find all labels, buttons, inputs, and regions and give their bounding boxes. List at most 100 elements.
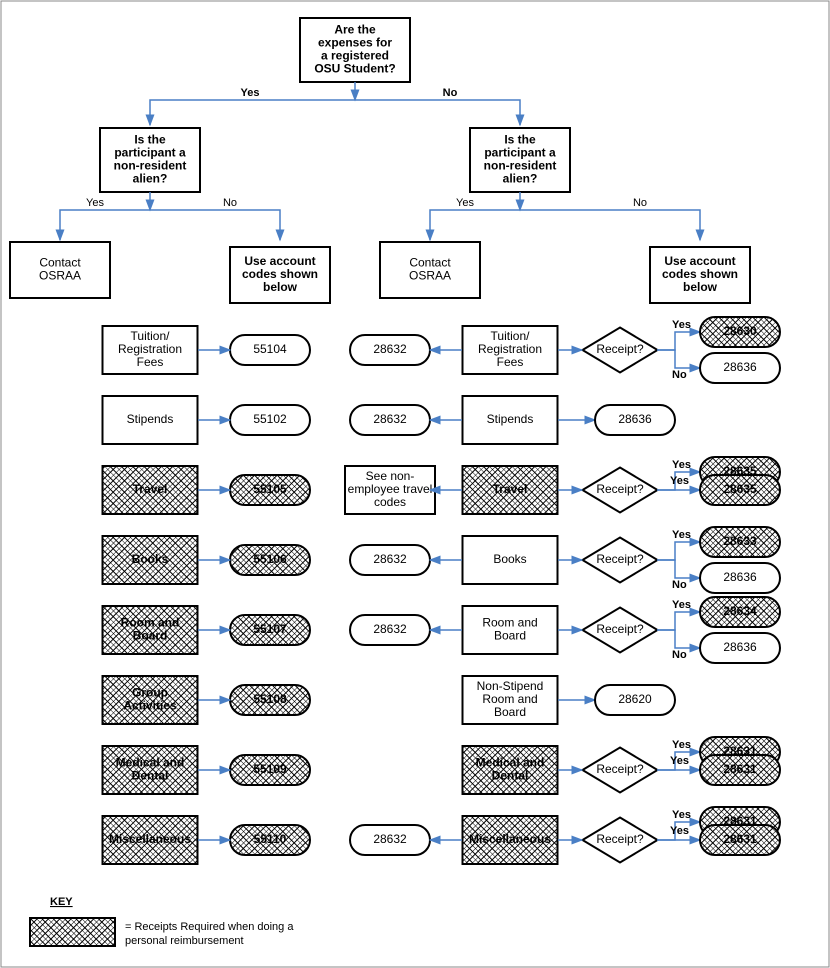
svg-text:55107: 55107 (253, 622, 287, 636)
svg-text:Medical and: Medical and (116, 756, 185, 770)
svg-text:below: below (683, 280, 718, 294)
svg-text:Room and: Room and (482, 616, 537, 630)
svg-text:Travel: Travel (133, 482, 168, 496)
svg-text:alien?: alien? (133, 172, 168, 186)
svg-text:Books: Books (493, 552, 526, 566)
svg-text:28634: 28634 (723, 604, 757, 618)
svg-text:employee travel: employee travel (348, 482, 433, 496)
key-section: KEY = Receipts Required when doing a per… (30, 896, 294, 947)
svg-text:Receipt?: Receipt? (596, 342, 644, 356)
svg-text:Yes: Yes (670, 475, 689, 487)
svg-text:Books: Books (132, 552, 169, 566)
svg-text:See non-: See non- (366, 469, 415, 483)
key-legend-2: personal reimbursement (125, 935, 244, 947)
svg-text:55109: 55109 (253, 762, 287, 776)
svg-text:28620: 28620 (618, 692, 652, 706)
svg-text:Room and: Room and (482, 692, 537, 706)
svg-text:Contact: Contact (39, 256, 81, 270)
svg-text:Tuition/: Tuition/ (131, 329, 171, 343)
svg-text:Yes: Yes (672, 599, 691, 611)
svg-text:28631: 28631 (723, 762, 757, 776)
svg-text:Dental: Dental (492, 769, 529, 783)
svg-text:No: No (633, 197, 647, 209)
svg-text:Contact: Contact (409, 256, 451, 270)
svg-text:28630: 28630 (723, 324, 757, 338)
svg-text:Board: Board (494, 629, 526, 643)
svg-text:28636: 28636 (618, 412, 652, 426)
svg-text:Yes: Yes (86, 197, 104, 209)
svg-text:alien?: alien? (503, 172, 538, 186)
svg-text:28635: 28635 (723, 482, 757, 496)
svg-text:28632: 28632 (373, 342, 407, 356)
svg-text:Yes: Yes (672, 529, 691, 541)
svg-text:Stipends: Stipends (487, 412, 534, 426)
svg-text:Non-Stipend: Non-Stipend (477, 679, 544, 693)
svg-text:28633: 28633 (723, 534, 757, 548)
svg-text:OSRAA: OSRAA (39, 269, 81, 283)
svg-text:28632: 28632 (373, 832, 407, 846)
svg-text:Use account: Use account (664, 254, 735, 268)
svg-text:Medical and: Medical and (476, 756, 545, 770)
svg-text:Yes: Yes (672, 809, 691, 821)
key-legend-1: = Receipts Required when doing a (125, 921, 294, 933)
svg-text:No: No (672, 649, 687, 661)
svg-text:28632: 28632 (373, 552, 407, 566)
svg-text:a registered: a registered (321, 49, 389, 63)
svg-text:28631: 28631 (723, 832, 757, 846)
svg-text:Is the: Is the (504, 133, 536, 147)
svg-text:Receipt?: Receipt? (596, 552, 644, 566)
svg-text:codes: codes (374, 495, 406, 509)
svg-text:28632: 28632 (373, 622, 407, 636)
svg-text:non-resident: non-resident (114, 159, 187, 173)
svg-text:28636: 28636 (723, 570, 757, 584)
svg-text:codes shown: codes shown (662, 267, 738, 281)
svg-text:28632: 28632 (373, 412, 407, 426)
svg-text:OSRAA: OSRAA (409, 269, 451, 283)
svg-text:Miscellaneous: Miscellaneous (109, 832, 191, 846)
svg-text:Tuition/: Tuition/ (491, 329, 531, 343)
svg-text:Yes: Yes (672, 319, 691, 331)
svg-text:No: No (223, 197, 237, 209)
svg-text:non-resident: non-resident (484, 159, 557, 173)
svg-text:Stipends: Stipends (127, 412, 174, 426)
svg-text:55104: 55104 (253, 342, 287, 356)
key-title: KEY (50, 896, 73, 908)
svg-text:participant a: participant a (114, 146, 186, 160)
svg-text:Fees: Fees (137, 355, 164, 369)
svg-text:Yes: Yes (672, 739, 691, 751)
svg-text:28636: 28636 (723, 360, 757, 374)
svg-text:OSU Student?: OSU Student? (314, 62, 395, 76)
svg-text:55106: 55106 (253, 552, 287, 566)
svg-text:No: No (672, 369, 687, 381)
svg-text:Receipt?: Receipt? (596, 482, 644, 496)
svg-text:Dental: Dental (132, 769, 169, 783)
svg-text:Travel: Travel (493, 482, 528, 496)
svg-text:Are the: Are the (334, 23, 376, 37)
svg-text:codes shown: codes shown (242, 267, 318, 281)
svg-text:28636: 28636 (723, 640, 757, 654)
svg-text:Registration: Registration (478, 342, 542, 356)
svg-text:Yes: Yes (456, 197, 474, 209)
svg-text:Activities: Activities (123, 699, 177, 713)
svg-text:Yes: Yes (670, 755, 689, 767)
svg-text:below: below (263, 280, 298, 294)
flowchart: Are theexpenses fora registeredOSU Stude… (10, 18, 780, 864)
svg-text:Registration: Registration (118, 342, 182, 356)
svg-text:55105: 55105 (253, 482, 287, 496)
svg-text:Yes: Yes (672, 459, 691, 471)
svg-text:participant a: participant a (484, 146, 556, 160)
svg-text:Board: Board (133, 629, 168, 643)
svg-text:Yes: Yes (670, 825, 689, 837)
svg-text:Yes: Yes (241, 87, 260, 99)
svg-text:Miscellaneous: Miscellaneous (469, 832, 551, 846)
svg-text:Is the: Is the (134, 133, 166, 147)
svg-text:Group: Group (132, 686, 168, 700)
svg-text:Use account: Use account (244, 254, 315, 268)
svg-text:55108: 55108 (253, 692, 287, 706)
svg-text:Room and: Room and (121, 616, 180, 630)
svg-text:expenses for: expenses for (318, 36, 392, 50)
svg-text:Receipt?: Receipt? (596, 622, 644, 636)
svg-text:Receipt?: Receipt? (596, 762, 644, 776)
svg-text:55102: 55102 (253, 412, 287, 426)
svg-text:Board: Board (494, 705, 526, 719)
